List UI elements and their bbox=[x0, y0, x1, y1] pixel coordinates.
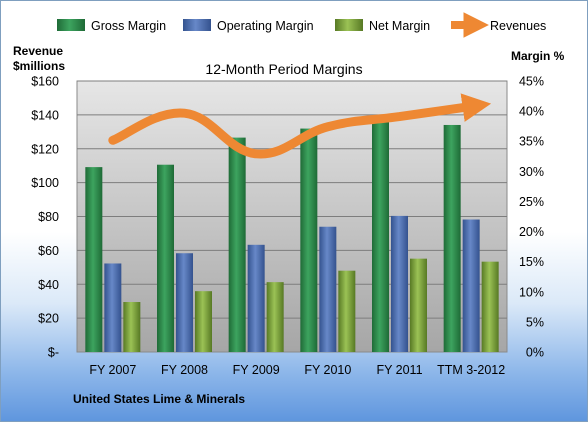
category-axis: FY 2007 FY 2008 FY 2009 FY 2010 FY 2011 TTM 3… bbox=[89, 363, 505, 377]
legend-item-revenues: Revenues bbox=[451, 12, 546, 38]
left-tick-label: $- bbox=[48, 346, 59, 360]
bar-operating-margin-ttm-3-2012 bbox=[462, 219, 480, 352]
left-tick-label: $80 bbox=[38, 210, 59, 224]
legend-label-gross-margin: Gross Margin bbox=[91, 19, 166, 33]
chart-title: 12-Month Period Margins bbox=[205, 61, 362, 77]
bar-net-margin-fy-2008 bbox=[195, 291, 212, 352]
left-tick-label: $40 bbox=[38, 278, 59, 292]
legend-label-net-margin: Net Margin bbox=[369, 19, 430, 33]
category-label-fy-2009: FY 2009 bbox=[233, 363, 280, 377]
right-axis-label: Margin % bbox=[511, 49, 565, 63]
bar-gross-margin-fy-2010 bbox=[300, 128, 318, 352]
left-tick-label: $120 bbox=[31, 142, 59, 156]
category-label-fy-2007: FY 2007 bbox=[89, 363, 136, 377]
left-axis: $- $20 $40 $60 $80 $100 $120 $140 $160 bbox=[31, 75, 59, 360]
category-label-fy-2010: FY 2010 bbox=[304, 363, 351, 377]
gridlines bbox=[77, 80, 507, 319]
bar-net-margin-fy-2009 bbox=[266, 282, 284, 352]
right-tick-label: 45% bbox=[519, 75, 544, 89]
left-tick-label: $100 bbox=[31, 176, 59, 190]
left-tick-label: $140 bbox=[31, 108, 59, 122]
legend: Gross Margin Operating Margin Net Margin… bbox=[57, 12, 546, 38]
right-tick-label: 20% bbox=[519, 225, 544, 239]
left-axis-label-line1: Revenue bbox=[13, 44, 63, 58]
revenue-series bbox=[108, 93, 492, 159]
right-tick-label: 35% bbox=[519, 135, 544, 149]
left-tick-label: $160 bbox=[31, 75, 59, 89]
bar-net-margin-fy-2010 bbox=[338, 270, 356, 352]
bar-gross-margin-fy-2008 bbox=[157, 164, 174, 352]
left-axis-label-line2: $millions bbox=[13, 59, 65, 73]
legend-swatch-net-margin bbox=[335, 19, 363, 31]
bar-gross-margin-fy-2011 bbox=[372, 120, 389, 352]
right-tick-label: 10% bbox=[519, 285, 544, 299]
bar-operating-margin-fy-2007 bbox=[104, 263, 122, 352]
left-tick-label: $20 bbox=[38, 312, 59, 326]
right-tick-label: 15% bbox=[519, 255, 544, 269]
right-tick-label: 30% bbox=[519, 165, 544, 179]
bar-gross-margin-ttm-3-2012 bbox=[443, 124, 461, 352]
category-label-ttm-3-2012: TTM 3-2012 bbox=[437, 363, 505, 377]
bar-operating-margin-fy-2009 bbox=[247, 244, 265, 352]
bar-net-margin-fy-2011 bbox=[410, 258, 427, 352]
bar-operating-margin-fy-2011 bbox=[391, 215, 408, 352]
legend-label-operating-margin: Operating Margin bbox=[217, 19, 314, 33]
revenue-line bbox=[108, 93, 492, 159]
left-tick-label: $60 bbox=[38, 244, 59, 258]
bar-net-margin-fy-2007 bbox=[123, 302, 141, 352]
right-tick-label: 0% bbox=[526, 346, 544, 360]
right-tick-label: 40% bbox=[519, 105, 544, 119]
legend-label-revenues: Revenues bbox=[490, 19, 546, 33]
company-name: United States Lime & Minerals bbox=[73, 392, 245, 406]
bar-operating-margin-fy-2010 bbox=[319, 226, 337, 352]
legend-swatch-gross-margin bbox=[57, 19, 85, 31]
right-tick-label: 25% bbox=[519, 195, 544, 209]
bar-net-margin-ttm-3-2012 bbox=[481, 261, 499, 352]
bar-operating-margin-fy-2008 bbox=[176, 253, 193, 352]
right-axis: 0% 5% 10% 15% 20% 25% 30% 35% 40% 45% bbox=[519, 75, 544, 360]
bar-gross-margin-fy-2009 bbox=[228, 137, 246, 352]
right-tick-label: 5% bbox=[526, 315, 544, 329]
legend-item-operating-margin: Operating Margin bbox=[183, 19, 314, 33]
bars bbox=[85, 120, 499, 352]
bar-gross-margin-fy-2007 bbox=[85, 167, 103, 352]
legend-item-gross-margin: Gross Margin bbox=[57, 19, 166, 33]
category-label-fy-2011: FY 2011 bbox=[376, 363, 422, 377]
legend-swatch-operating-margin bbox=[183, 19, 211, 31]
category-label-fy-2008: FY 2008 bbox=[161, 363, 208, 377]
legend-item-net-margin: Net Margin bbox=[335, 19, 430, 33]
